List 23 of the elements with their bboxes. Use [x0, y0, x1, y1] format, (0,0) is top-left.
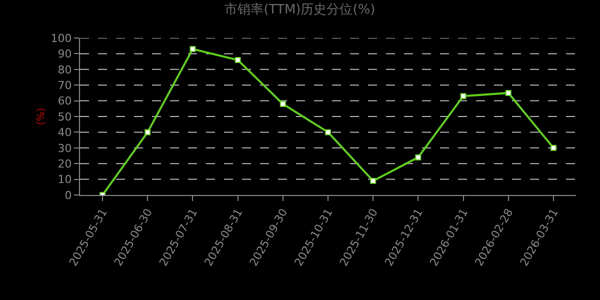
y-axis-title: (%) [36, 108, 47, 126]
y-tick-label: 0 [64, 188, 72, 202]
point [370, 178, 376, 184]
y-tick-label: 90 [58, 48, 72, 61]
point [505, 90, 512, 96]
point [415, 154, 422, 160]
point [234, 56, 241, 63]
y-tick-label: 40 [58, 126, 72, 140]
point [144, 129, 151, 136]
point [460, 93, 466, 100]
point [280, 100, 286, 107]
y-tick-label: 10 [58, 173, 72, 186]
point [190, 46, 196, 52]
y-tick-label: 100 [50, 32, 72, 45]
y-tick-label: 20 [58, 157, 72, 170]
y-tick-label: 50 [58, 110, 72, 124]
point [550, 144, 556, 151]
point [325, 129, 331, 136]
y-tick-label: 30 [58, 142, 72, 155]
y-tick-label: 80 [58, 63, 72, 76]
y-tick-label: 70 [58, 78, 72, 92]
y-tick-label: 60 [58, 94, 72, 108]
chart-title: 市销率(TTM)历史分位(%) [224, 2, 376, 18]
